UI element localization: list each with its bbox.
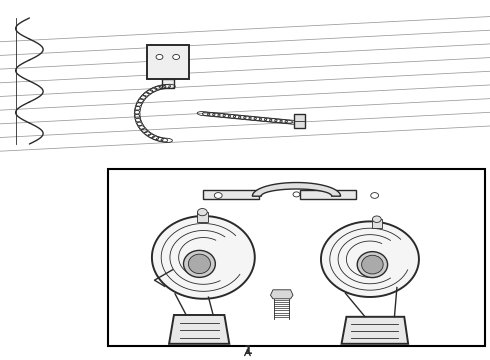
Circle shape	[372, 216, 381, 222]
Ellipse shape	[183, 251, 216, 278]
Polygon shape	[270, 290, 293, 299]
Polygon shape	[152, 216, 255, 299]
Polygon shape	[147, 45, 189, 79]
Bar	[108, 169, 485, 346]
Text: 1: 1	[243, 344, 252, 357]
Circle shape	[293, 192, 300, 197]
Bar	[197, 212, 208, 222]
Bar	[162, 79, 174, 88]
Bar	[300, 190, 356, 199]
Circle shape	[214, 193, 222, 198]
Polygon shape	[342, 317, 408, 344]
Bar	[372, 219, 382, 228]
Circle shape	[197, 208, 207, 216]
Ellipse shape	[357, 252, 388, 278]
Polygon shape	[321, 221, 419, 297]
Circle shape	[172, 54, 179, 59]
Bar	[203, 190, 259, 199]
Circle shape	[371, 193, 379, 198]
Circle shape	[156, 54, 163, 59]
Polygon shape	[169, 315, 229, 344]
Ellipse shape	[362, 255, 383, 274]
Bar	[294, 114, 305, 128]
Ellipse shape	[188, 254, 211, 274]
Polygon shape	[252, 183, 341, 196]
